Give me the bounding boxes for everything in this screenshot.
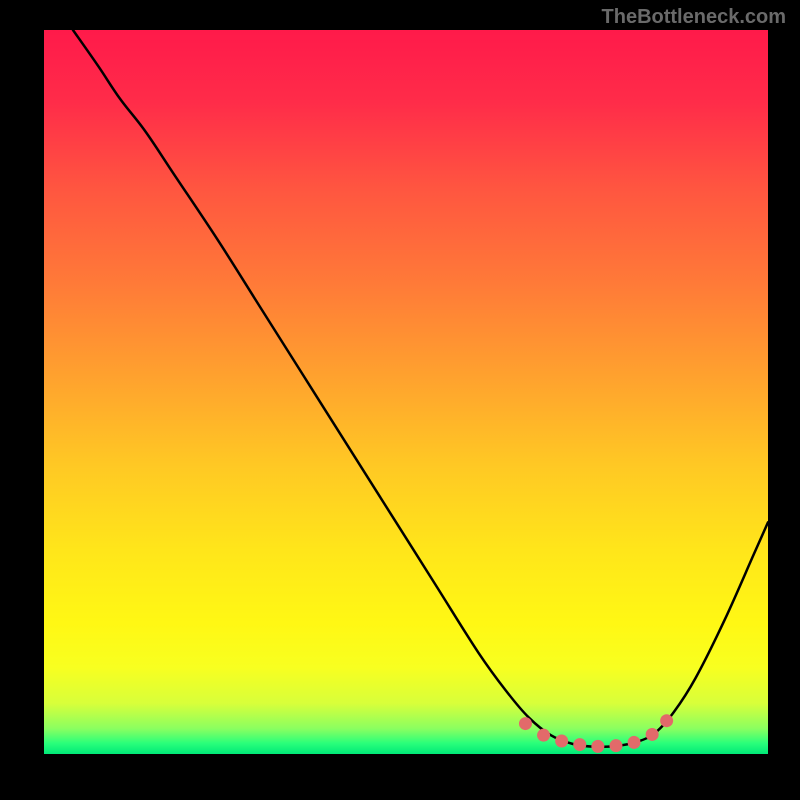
marker-dot [660, 714, 673, 727]
chart-background [44, 30, 768, 754]
chart-container: TheBottleneck.com [0, 0, 800, 800]
chart-svg [44, 30, 768, 754]
marker-dot [628, 736, 641, 749]
marker-dot [537, 729, 550, 742]
watermark-text: TheBottleneck.com [602, 6, 786, 29]
plot-area [44, 30, 768, 754]
marker-dot [573, 738, 586, 751]
marker-dot [646, 728, 659, 741]
marker-dot [591, 740, 604, 753]
marker-dot [609, 739, 622, 752]
marker-dot [519, 717, 532, 730]
marker-dot [555, 734, 568, 747]
